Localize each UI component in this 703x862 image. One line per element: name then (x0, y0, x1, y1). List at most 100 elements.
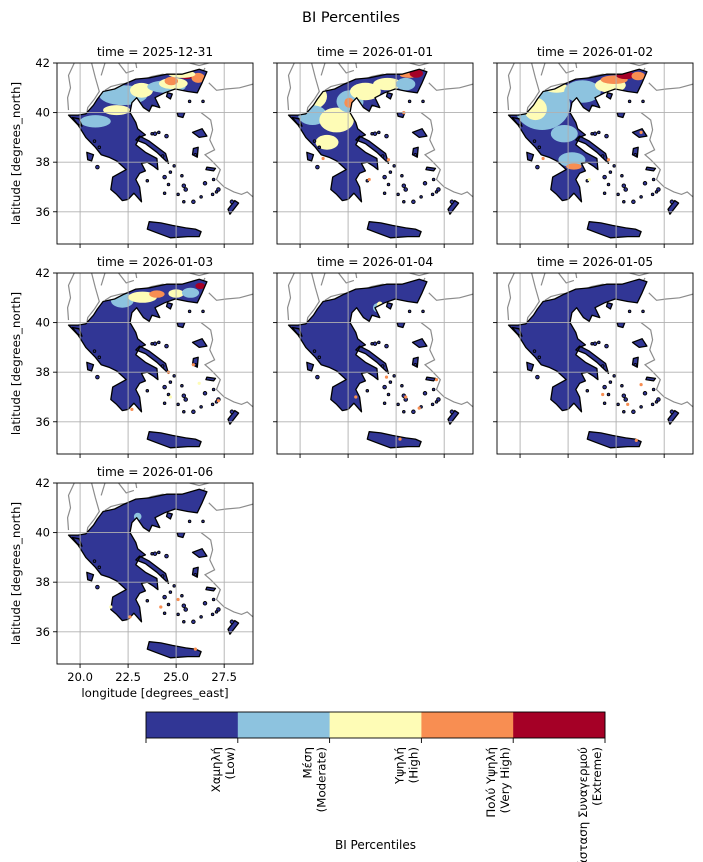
island (377, 130, 381, 135)
hazard-region (396, 77, 416, 91)
panel-title: time = 2026-01-05 (537, 255, 653, 269)
island (162, 191, 167, 195)
country-border (575, 63, 578, 69)
colorbar-swatch (146, 712, 239, 738)
island (166, 182, 171, 187)
island (620, 384, 624, 388)
country-border (200, 112, 253, 198)
colorbar-label-line2: (Low) (223, 747, 237, 779)
coastline (645, 376, 657, 382)
island (199, 615, 203, 619)
coastline (191, 338, 208, 349)
axes-frame (276, 272, 474, 455)
island (187, 309, 192, 314)
hazard-point (197, 381, 201, 385)
island (180, 384, 184, 388)
island (431, 387, 436, 392)
country-border (338, 273, 355, 284)
y-axis-label: latitude [degrees_north] (9, 292, 23, 435)
hazard-point (384, 375, 389, 379)
island (396, 402, 400, 407)
coastline (385, 302, 393, 310)
island (365, 389, 370, 393)
hazard-region (566, 163, 582, 170)
coastline (355, 345, 390, 375)
colorbar-label-line1: Μέση (301, 747, 315, 779)
coastline (67, 278, 208, 413)
coastline (205, 376, 217, 382)
island (633, 362, 638, 367)
island (535, 374, 540, 380)
country-border (558, 273, 575, 284)
island (585, 389, 590, 393)
island (606, 392, 611, 397)
coastline (631, 338, 648, 349)
island (216, 187, 221, 192)
coastline (146, 221, 202, 239)
island (214, 610, 219, 614)
island (181, 603, 187, 608)
island (421, 99, 425, 104)
colorbar-swatch (237, 712, 330, 738)
island (210, 192, 215, 197)
island (642, 181, 648, 186)
figure-title: BI Percentiles (302, 10, 400, 26)
hazard-point (639, 383, 643, 387)
island (604, 343, 609, 349)
island (211, 597, 216, 602)
country-border (338, 63, 355, 74)
coastline (511, 116, 523, 127)
hazard-point (634, 438, 638, 442)
island (422, 391, 428, 396)
island (382, 401, 387, 405)
island (145, 389, 150, 393)
island (164, 133, 169, 139)
hazard-point (193, 647, 197, 651)
island (622, 200, 626, 204)
island (202, 601, 208, 606)
island (202, 391, 208, 396)
country-border (85, 483, 100, 541)
panel-title: time = 2026-01-04 (317, 255, 434, 269)
coastline (191, 566, 199, 578)
y-tick-label: 42 (35, 56, 50, 70)
island (382, 384, 387, 390)
island (201, 99, 205, 104)
country-border (420, 112, 473, 198)
island (199, 405, 203, 409)
island (654, 400, 659, 404)
island (97, 565, 102, 570)
island (436, 397, 441, 402)
y-tick-label: 36 (35, 625, 50, 639)
coastline (575, 135, 610, 165)
island (402, 200, 406, 204)
island (182, 620, 186, 624)
hazard-point (541, 156, 545, 161)
map-panel-7: time = 2026-01-06 20.0 22.5 25.0 27.5 36 38 40 4… (9, 465, 254, 700)
island (168, 170, 173, 174)
coastline (411, 356, 419, 368)
country-border (355, 273, 358, 279)
island (449, 199, 455, 205)
island (95, 374, 100, 380)
island (370, 341, 374, 346)
island (168, 590, 173, 594)
island (315, 374, 320, 380)
hazard-point (434, 378, 439, 382)
hazard-point (639, 130, 643, 134)
country-border (66, 273, 75, 321)
island (199, 195, 203, 199)
island (211, 177, 216, 182)
colorbar-label-line1: Υψηλή (392, 747, 406, 785)
island (191, 199, 196, 205)
island (157, 130, 161, 135)
island (380, 364, 385, 368)
island (631, 409, 636, 415)
hazard-region (564, 80, 601, 103)
island (181, 183, 187, 188)
island (317, 355, 322, 360)
island (191, 409, 196, 415)
island (532, 349, 537, 353)
island (202, 181, 208, 186)
coastline (631, 146, 639, 158)
